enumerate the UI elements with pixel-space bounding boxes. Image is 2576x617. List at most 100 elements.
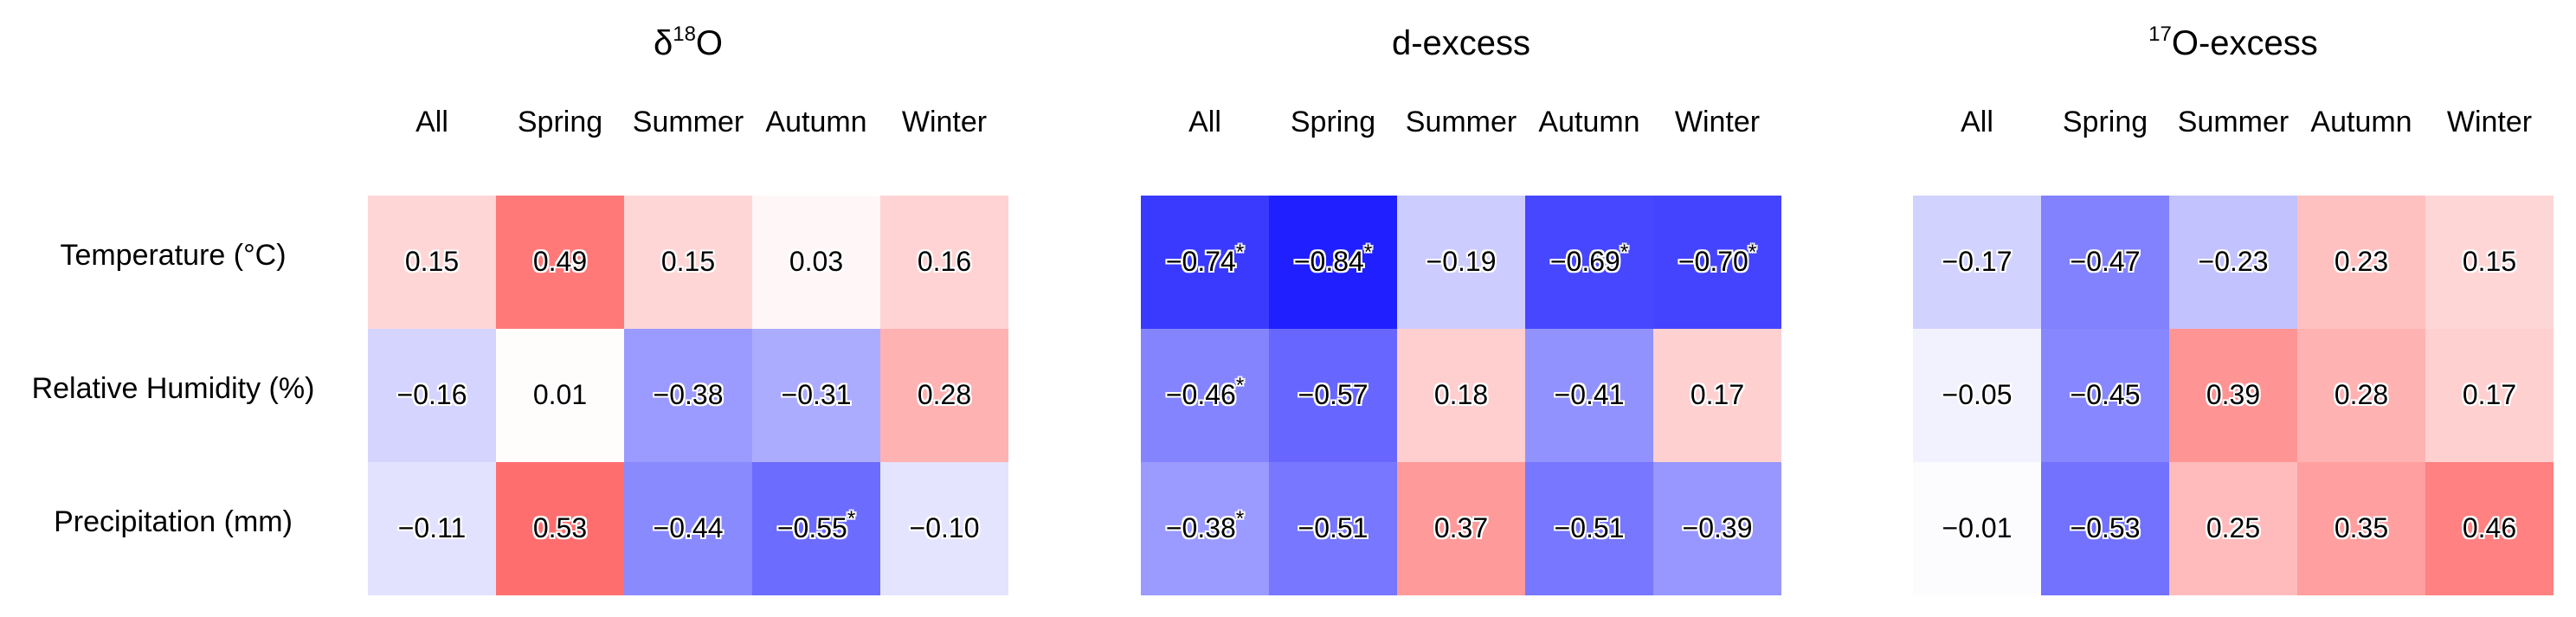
heatmap-cell: 0.49 (496, 196, 624, 329)
heatmap-cell: −0.45 (2041, 329, 2169, 462)
heatmap-cell: −0.16 (368, 329, 496, 462)
heatmap-cell: 0.23 (2297, 196, 2425, 329)
heatmap-cell: −0.57 (1269, 329, 1397, 462)
cell-value-label: −0.23 (2169, 246, 2297, 278)
cell-value: 0.28 (2334, 379, 2389, 410)
significance-marker: * (1235, 507, 1245, 530)
cell-value-label: −0.74* (1141, 241, 1269, 278)
heatmap-cell: 0.01 (496, 329, 624, 462)
cell-value: −0.05 (1942, 379, 2012, 410)
cell-value: −0.57 (1298, 379, 1368, 410)
heatmap-cell: 0.46 (2425, 462, 2553, 595)
cell-value-label: −0.31 (752, 379, 880, 411)
cell-value: 0.16 (917, 246, 972, 277)
cell-value: −0.17 (1942, 246, 2012, 277)
heatmap-cell: 0.15 (368, 196, 496, 329)
cell-value-label: −0.84* (1269, 241, 1397, 278)
cell-value-label: −0.69* (1525, 241, 1653, 278)
cell-value: 0.53 (532, 512, 588, 543)
heatmap-cell: −0.70* (1653, 196, 1781, 329)
column-label: Winter (1674, 106, 1761, 138)
column-label: Summer (1405, 106, 1517, 138)
heatmap-cell: −0.46* (1141, 329, 1269, 462)
panel-title-superscript: 18 (673, 22, 696, 46)
cell-value: −0.39 (1682, 512, 1753, 543)
significance-marker: * (1235, 374, 1245, 397)
cell-value: −0.41 (1554, 379, 1625, 410)
heatmap-cell: 0.37 (1397, 462, 1525, 595)
cell-value: −0.19 (1426, 246, 1497, 277)
cell-value-label: −0.10 (880, 512, 1008, 544)
heatmap-grid: −0.17 −0.47 −0.23 0.23 0.15 −0.05 −0.45 0.39 0.2… (1913, 196, 2553, 595)
row-label-temperature: Temperature (°C) (60, 239, 287, 272)
cell-value-label: −0.17 (1913, 246, 2041, 278)
cell-value: −0.38 (653, 379, 724, 410)
cell-value-label: 0.46 (2425, 512, 2553, 544)
column-label: Winter (901, 106, 988, 138)
cell-value-label: −0.01 (1913, 512, 2041, 544)
column-label: Autumn (765, 106, 867, 138)
heatmap-cell: −0.74* (1141, 196, 1269, 329)
cell-value: −0.10 (909, 512, 980, 543)
panel-title-rest: O (695, 24, 724, 62)
cell-value-label: −0.19 (1397, 246, 1525, 278)
cell-value-label: −0.55* (752, 507, 880, 544)
heatmap-grid: 0.15 0.49 0.15 0.03 0.16 −0.16 0.01 −0.38 −0.31 0… (368, 196, 1008, 595)
cell-value: −0.38 (1165, 512, 1236, 543)
panel-title: δ18O (368, 22, 1008, 63)
cell-value: −0.44 (653, 512, 724, 543)
column-label: Summer (632, 106, 744, 138)
heatmap-cell: 0.15 (624, 196, 752, 329)
heatmap-cell: −0.51 (1269, 462, 1397, 595)
heatmap-cell: 0.03 (752, 196, 880, 329)
cell-value: −0.46 (1165, 379, 1236, 410)
heatmap-cell: −0.38* (1141, 462, 1269, 595)
cell-value: 0.35 (2334, 512, 2389, 543)
cell-value: 0.17 (1690, 379, 1745, 410)
cell-value: −0.16 (396, 379, 467, 410)
cell-value: −0.01 (1942, 512, 2012, 543)
cell-value: −0.53 (2070, 512, 2141, 543)
cell-value: −0.31 (781, 379, 852, 410)
cell-value-label: 0.16 (880, 246, 1008, 278)
heatmap-cell: −0.39 (1653, 462, 1781, 595)
cell-value-label: −0.41 (1525, 379, 1653, 411)
column-label: Summer (2177, 106, 2289, 138)
heatmap-cell: −0.31 (752, 329, 880, 462)
heatmap-grid: −0.74* −0.84* −0.19 −0.69* −0.70* −0.46* −0.57… (1141, 196, 1781, 595)
cell-value: 0.01 (532, 379, 588, 410)
cell-value: 0.46 (2462, 512, 2517, 543)
cell-value-label: −0.46* (1141, 374, 1269, 411)
cell-value-label: 0.39 (2169, 379, 2297, 411)
cell-value-label: −0.57 (1269, 379, 1397, 411)
cell-value-label: 0.15 (2425, 246, 2553, 278)
cell-value-label: 0.49 (496, 246, 624, 278)
heatmap-cell: 0.16 (880, 196, 1008, 329)
heatmap-cell: −0.11 (368, 462, 496, 595)
cell-value-label: −0.53 (2041, 512, 2169, 544)
column-label: All (1188, 106, 1221, 138)
column-label: All (1961, 106, 1993, 138)
cell-value: 0.23 (2334, 246, 2389, 277)
heatmap-cell: −0.84* (1269, 196, 1397, 329)
heatmap-cell: −0.10 (880, 462, 1008, 595)
cell-value-label: 0.37 (1397, 512, 1525, 544)
heatmap-cell: 0.15 (2425, 196, 2553, 329)
heatmap-cell: 0.28 (2297, 329, 2425, 462)
panel-title-main: d-excess (1391, 24, 1531, 62)
significance-marker: * (1363, 241, 1373, 264)
heatmap-cell: −0.44 (624, 462, 752, 595)
cell-value-label: −0.38* (1141, 507, 1269, 544)
heatmap-cell: −0.38 (624, 329, 752, 462)
significance-marker: * (847, 507, 856, 530)
cell-value: 0.37 (1433, 512, 1489, 543)
cell-value: −0.70 (1678, 246, 1748, 277)
cell-value: −0.45 (2070, 379, 2141, 410)
cell-value-label: 0.03 (752, 246, 880, 278)
column-label: Spring (517, 106, 603, 138)
heatmap-cell: −0.01 (1913, 462, 2041, 595)
panel-17o-excess: 17O-excess All Spring Summer Autumn Winter −0.… (1913, 0, 2553, 617)
heatmap-cell: −0.19 (1397, 196, 1525, 329)
cell-value-label: −0.38 (624, 379, 752, 411)
column-label: Autumn (2310, 106, 2412, 138)
